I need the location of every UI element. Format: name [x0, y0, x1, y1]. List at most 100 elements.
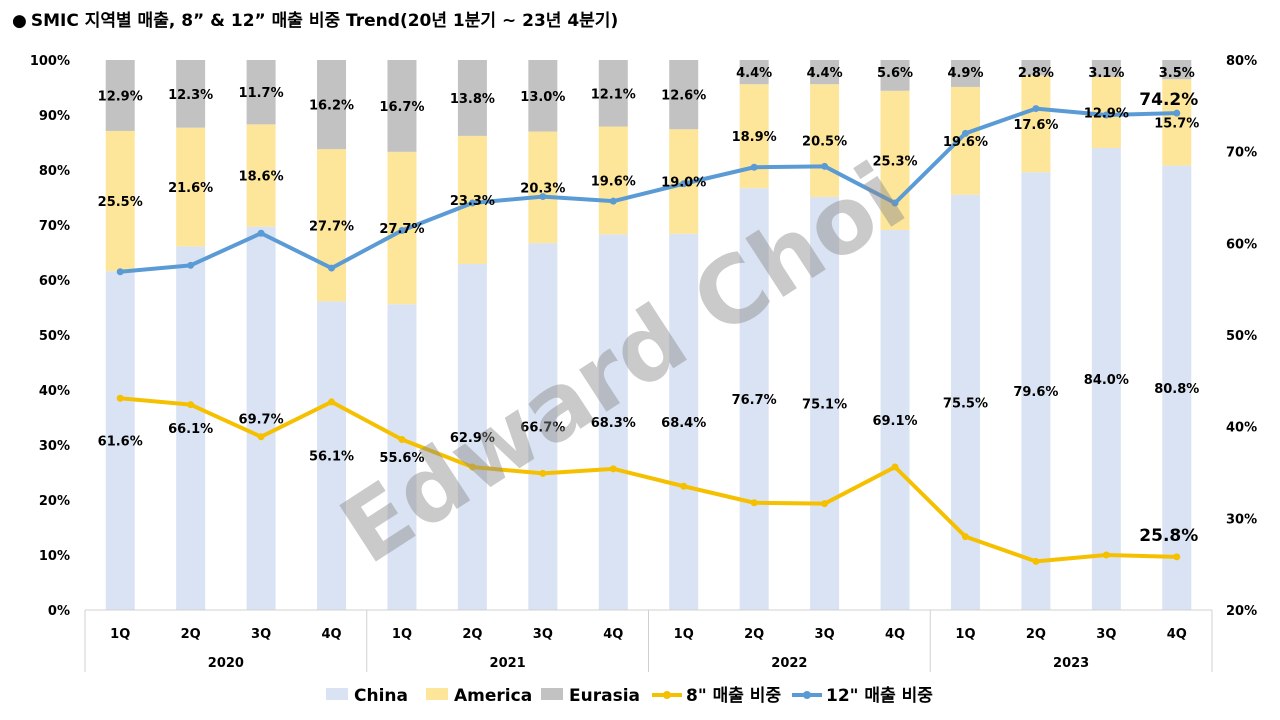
bar-china [810, 196, 840, 610]
bar-america [105, 130, 135, 272]
data-label-china: 76.7% [732, 393, 777, 408]
point-12inch [961, 129, 969, 137]
right-axis-tick: 50% [1226, 329, 1257, 344]
data-label-america: 12.9% [1084, 107, 1129, 122]
point-8inch [257, 433, 265, 441]
quarter-label: 1Q [955, 627, 975, 642]
data-label-china: 66.1% [168, 422, 213, 437]
legend-swatch-eurasia [541, 688, 563, 700]
quarter-label: 3Q [251, 627, 271, 642]
bar-china [1091, 148, 1121, 610]
quarter-label: 3Q [533, 627, 553, 642]
bar-eurasia [105, 60, 135, 131]
data-label-china: 79.6% [1013, 385, 1058, 400]
data-label-eurasia: 12.6% [661, 89, 706, 104]
bar-america [598, 126, 628, 235]
year-label: 2021 [490, 656, 526, 671]
end-label-8inch: 25.8% [1139, 526, 1198, 546]
quarter-label: 4Q [321, 627, 341, 642]
bar-eurasia [457, 60, 487, 136]
left-axis-tick: 50% [39, 329, 70, 344]
data-label-america: 17.6% [1013, 118, 1058, 133]
point-12inch [1102, 111, 1110, 119]
quarter-label: 2Q [181, 627, 201, 642]
quarter-label: 1Q [674, 627, 694, 642]
point-12inch [1173, 109, 1181, 117]
quarter-label: 2Q [744, 627, 764, 642]
quarter-label: 4Q [885, 627, 905, 642]
data-label-eurasia: 16.2% [309, 99, 354, 114]
data-label-america: 19.0% [661, 176, 706, 191]
bar-china [457, 264, 487, 610]
bar-china [528, 243, 558, 610]
data-label-china: 56.1% [309, 450, 354, 465]
data-label-china: 84.0% [1084, 373, 1129, 388]
quarter-label: 1Q [110, 627, 130, 642]
bar-eurasia [1162, 60, 1192, 80]
data-label-eurasia: 13.0% [520, 90, 565, 105]
bar-china [739, 188, 769, 610]
point-8inch [609, 465, 617, 473]
legend-label-china: China [354, 686, 408, 706]
data-label-china: 75.5% [943, 396, 988, 411]
point-8inch [680, 482, 688, 490]
bar-eurasia [1021, 60, 1051, 76]
data-label-eurasia: 13.8% [450, 92, 495, 107]
line-8inch [118, 396, 1179, 564]
left-axis-tick: 20% [39, 494, 70, 509]
point-8inch [116, 394, 124, 402]
right-axis-tick: 30% [1226, 512, 1257, 527]
bar-china [246, 226, 276, 610]
bar-america [246, 124, 276, 227]
point-12inch [821, 162, 829, 170]
legend-label-eurasia: Eurasia [569, 686, 640, 706]
left-axis-tick: 30% [39, 439, 70, 454]
line-12inch [118, 106, 1179, 274]
bar-america [810, 84, 840, 197]
data-label-america: 27.7% [379, 222, 424, 237]
data-label-america: 18.9% [732, 130, 777, 145]
right-axis-tick: 60% [1226, 237, 1257, 252]
bar-america [528, 131, 558, 244]
bar-eurasia [387, 60, 417, 152]
point-12inch [539, 193, 547, 201]
end-label-12inch: 74.2% [1139, 90, 1198, 110]
data-label-china: 69.1% [872, 414, 917, 429]
data-label-eurasia: 5.6% [877, 66, 913, 81]
bar-china [669, 233, 699, 611]
data-label-eurasia: 3.5% [1159, 66, 1195, 81]
quarter-label: 4Q [1167, 627, 1187, 642]
bar-america [1021, 75, 1051, 173]
point-12inch [1032, 105, 1040, 113]
point-12inch [116, 268, 124, 276]
left-axis-tick: 40% [39, 384, 70, 399]
bar-eurasia [1091, 60, 1121, 78]
bar-eurasia [176, 60, 206, 128]
bar-eurasia [880, 60, 910, 91]
data-label-america: 21.6% [168, 181, 213, 196]
bar-china [105, 271, 135, 610]
data-label-america: 27.7% [309, 219, 354, 234]
right-axis-tick: 80% [1226, 54, 1257, 69]
data-label-china: 69.7% [239, 412, 284, 427]
point-12inch [680, 180, 688, 188]
legend-swatch-america [426, 688, 448, 700]
data-label-eurasia: 11.7% [239, 86, 284, 101]
data-label-eurasia: 4.4% [736, 66, 772, 81]
bar-eurasia [317, 60, 347, 150]
data-label-china: 62.9% [450, 431, 495, 446]
data-label-america: 25.3% [872, 154, 917, 169]
bar-america [176, 127, 206, 247]
point-8inch [187, 401, 195, 409]
point-8inch [1032, 557, 1040, 565]
legend-marker-8inch [663, 691, 671, 699]
bar-eurasia [246, 60, 276, 125]
left-axis-tick: 60% [39, 274, 70, 289]
bar-china [1021, 172, 1051, 610]
point-12inch [891, 199, 899, 207]
legend-label-america: America [454, 686, 532, 706]
left-axis-tick: 70% [39, 219, 70, 234]
point-8inch [1102, 551, 1110, 559]
point-8inch [821, 500, 829, 508]
